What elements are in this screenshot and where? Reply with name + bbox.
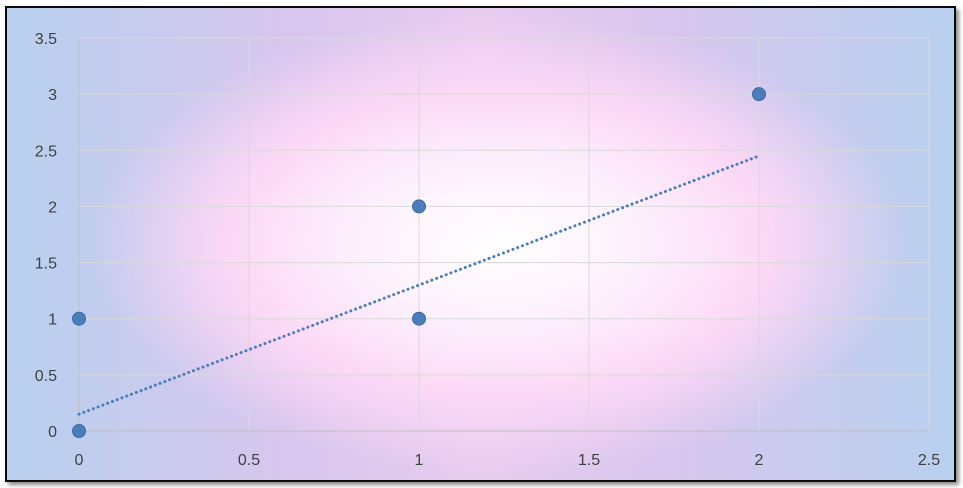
y-tick-label: 2 (48, 199, 57, 216)
y-tick-label: 1.5 (35, 256, 57, 273)
y-tick-label: 3.5 (35, 31, 57, 48)
x-tick-label: 1.5 (578, 452, 600, 469)
x-tick-label: 0.5 (238, 452, 260, 469)
grid-layer (79, 37, 930, 431)
axis-layer (78, 38, 929, 432)
y-tick-label: 0.5 (35, 368, 57, 385)
chart-frame: 0 0.5 1 1.5 2 2.5 0 0.5 1 1.5 2 2.5 3 3.5 (5, 6, 956, 482)
y-tick-label: 1 (48, 312, 57, 329)
data-point (412, 199, 426, 214)
trendline-layer (77, 154, 761, 416)
trendline (77, 154, 761, 416)
points-layer (72, 87, 766, 438)
x-tick-label: 2.5 (918, 452, 940, 469)
data-point (72, 424, 86, 438)
y-tick-label: 0 (48, 424, 57, 441)
scatter-chart: 0 0.5 1 1.5 2 2.5 0 0.5 1 1.5 2 2.5 3 3.5 (35, 31, 940, 469)
y-tick-label: 2.5 (35, 143, 57, 160)
data-point (72, 311, 86, 326)
tick-labels-layer: 0 0.5 1 1.5 2 2.5 0 0.5 1 1.5 2 2.5 3 3.5 (35, 31, 940, 469)
x-tick-label: 2 (755, 452, 764, 469)
data-point (752, 87, 766, 102)
y-tick-label: 3 (48, 87, 57, 104)
x-tick-label: 0 (75, 452, 84, 469)
data-point (412, 311, 426, 326)
x-tick-label: 1 (415, 452, 424, 469)
